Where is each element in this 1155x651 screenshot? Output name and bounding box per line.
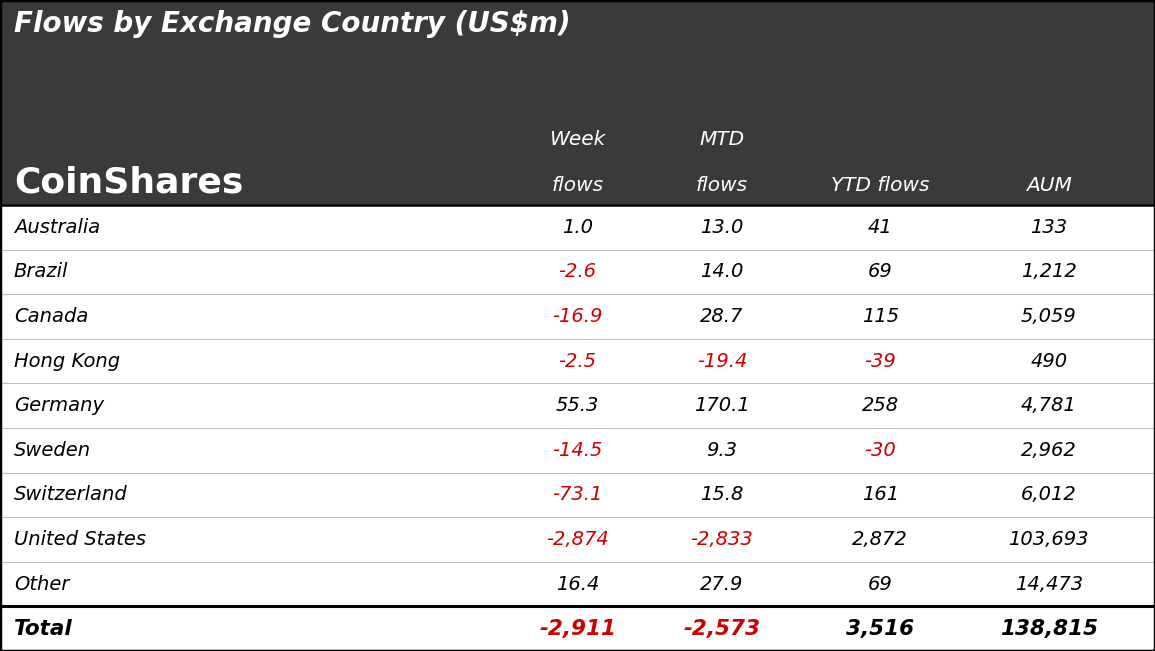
Text: 16.4: 16.4 — [556, 575, 599, 594]
Text: 3,516: 3,516 — [847, 618, 914, 639]
Bar — [0, 339, 1155, 383]
Text: -14.5: -14.5 — [552, 441, 603, 460]
Text: 28.7: 28.7 — [700, 307, 744, 326]
Text: 14,473: 14,473 — [1015, 575, 1082, 594]
Text: 2,962: 2,962 — [1021, 441, 1076, 460]
Text: flows: flows — [695, 176, 748, 195]
Text: Hong Kong: Hong Kong — [14, 352, 120, 370]
Text: -73.1: -73.1 — [552, 486, 603, 505]
Bar — [0, 0, 1155, 205]
Text: 6,012: 6,012 — [1021, 486, 1076, 505]
Text: 115: 115 — [862, 307, 899, 326]
Bar — [0, 517, 1155, 562]
Text: 2,872: 2,872 — [852, 530, 908, 549]
Text: -39: -39 — [864, 352, 896, 370]
Text: 41: 41 — [867, 218, 893, 237]
Text: Canada: Canada — [14, 307, 88, 326]
Text: AUM: AUM — [1026, 176, 1072, 195]
Text: -2,833: -2,833 — [691, 530, 753, 549]
Text: 133: 133 — [1030, 218, 1067, 237]
Text: Brazil: Brazil — [14, 262, 68, 281]
Text: Switzerland: Switzerland — [14, 486, 127, 505]
Text: 1,212: 1,212 — [1021, 262, 1076, 281]
Bar — [0, 607, 1155, 651]
Text: 55.3: 55.3 — [556, 396, 599, 415]
Text: Germany: Germany — [14, 396, 104, 415]
Bar — [0, 562, 1155, 607]
Text: Sweden: Sweden — [14, 441, 91, 460]
Text: 490: 490 — [1030, 352, 1067, 370]
Text: -19.4: -19.4 — [696, 352, 747, 370]
Text: -2,911: -2,911 — [539, 618, 616, 639]
Text: flows: flows — [551, 176, 604, 195]
Text: CoinShares: CoinShares — [14, 165, 244, 199]
Text: Week: Week — [550, 130, 605, 150]
Text: 103,693: 103,693 — [1008, 530, 1089, 549]
Bar — [0, 383, 1155, 428]
Bar — [0, 428, 1155, 473]
Text: MTD: MTD — [699, 130, 745, 150]
Text: 14.0: 14.0 — [700, 262, 744, 281]
Text: Australia: Australia — [14, 218, 100, 237]
Text: -30: -30 — [864, 441, 896, 460]
Text: 4,781: 4,781 — [1021, 396, 1076, 415]
Text: United States: United States — [14, 530, 146, 549]
Text: 13.0: 13.0 — [700, 218, 744, 237]
Text: 258: 258 — [862, 396, 899, 415]
Text: 138,815: 138,815 — [1000, 618, 1097, 639]
Text: 15.8: 15.8 — [700, 486, 744, 505]
Text: 69: 69 — [867, 262, 893, 281]
Text: YTD flows: YTD flows — [830, 176, 930, 195]
Text: 170.1: 170.1 — [694, 396, 750, 415]
Text: Flows by Exchange Country (US$m): Flows by Exchange Country (US$m) — [14, 10, 571, 38]
Text: -16.9: -16.9 — [552, 307, 603, 326]
Text: Total: Total — [14, 618, 73, 639]
Text: 9.3: 9.3 — [707, 441, 737, 460]
Text: 27.9: 27.9 — [700, 575, 744, 594]
Text: -2.5: -2.5 — [559, 352, 596, 370]
Bar — [0, 294, 1155, 339]
Bar — [0, 473, 1155, 517]
Text: -2,573: -2,573 — [684, 618, 760, 639]
Text: -2,874: -2,874 — [546, 530, 609, 549]
Text: 69: 69 — [867, 575, 893, 594]
Text: Other: Other — [14, 575, 69, 594]
Text: 5,059: 5,059 — [1021, 307, 1076, 326]
Bar — [0, 205, 1155, 249]
Text: 1.0: 1.0 — [562, 218, 593, 237]
Text: 161: 161 — [862, 486, 899, 505]
Bar — [0, 249, 1155, 294]
Text: -2.6: -2.6 — [559, 262, 596, 281]
